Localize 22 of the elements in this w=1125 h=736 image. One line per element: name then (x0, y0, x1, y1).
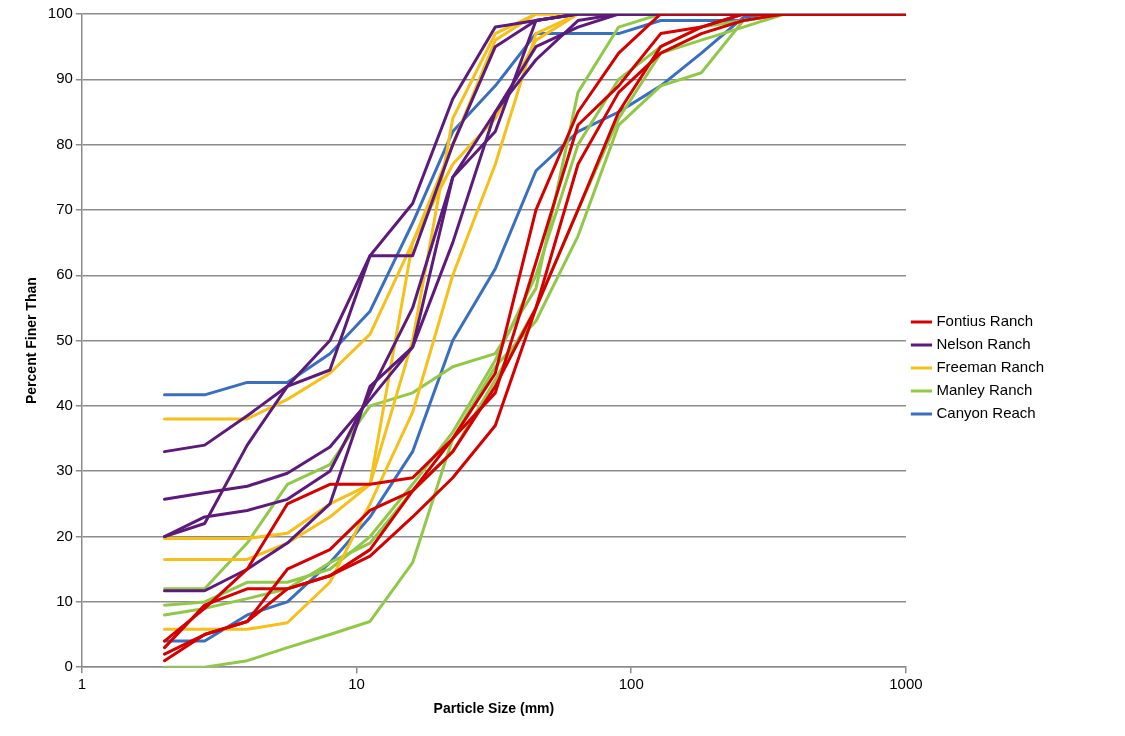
y-tick-label: 30 (56, 461, 73, 479)
legend-label: Fontius Ranch (936, 312, 1034, 330)
y-tick-label: 100 (47, 4, 73, 22)
y-tick-label: 0 (64, 657, 73, 675)
y-tick-label: 10 (56, 592, 73, 610)
y-tick-label: 50 (56, 330, 73, 348)
legend-label: Manley Ranch (936, 381, 1033, 399)
y-tick-label: 60 (56, 265, 73, 283)
y-axis-title: Percent Finer Than (23, 277, 40, 405)
x-tick-label: 1 (77, 675, 86, 693)
legend-label: Freeman Ranch (936, 358, 1045, 376)
x-tick-label: 1000 (889, 675, 923, 693)
x-axis-title: Particle Size (mm) (433, 700, 555, 717)
y-tick-label: 20 (56, 526, 73, 544)
legend-label: Canyon Reach (936, 404, 1036, 422)
x-tick-label: 10 (348, 675, 365, 693)
legend-label: Nelson Ranch (936, 335, 1031, 353)
y-tick-label: 40 (56, 396, 73, 414)
y-tick-label: 90 (56, 69, 73, 87)
y-tick-label: 80 (56, 134, 73, 152)
y-tick-label: 70 (56, 200, 73, 218)
x-tick-label: 100 (618, 675, 644, 693)
